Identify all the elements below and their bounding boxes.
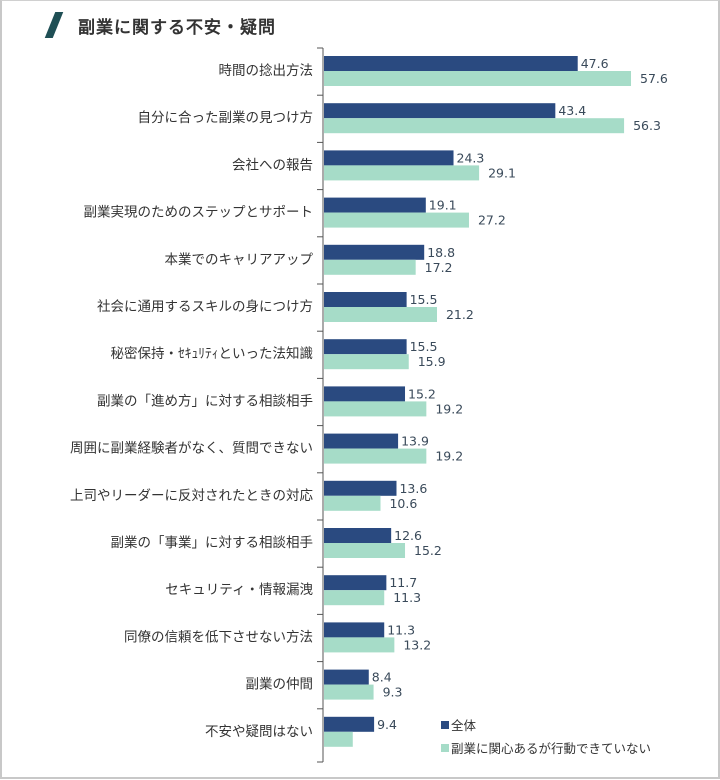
data-label-series-2: 19.2 <box>435 401 463 416</box>
bar-series-1 <box>324 480 397 496</box>
bar-series-2 <box>324 731 353 747</box>
data-label-series-2: 27.2 <box>478 213 506 228</box>
bar-series-2 <box>324 212 469 228</box>
data-label-series-2: 10.6 <box>389 496 417 511</box>
bar-series-1 <box>324 339 407 355</box>
data-label-series-2: 57.6 <box>640 71 668 86</box>
axis-layer <box>317 47 324 763</box>
legend-swatch-series-2 <box>441 744 449 752</box>
data-label-series-1: 12.6 <box>394 528 422 543</box>
category-label: 不安や疑問はない <box>205 724 313 740</box>
bar-series-1 <box>324 528 392 543</box>
data-label-series-2: 13.2 <box>403 637 431 652</box>
category-label: 秘密保持・ｾｷｭﾘﾃｨといった法知識 <box>111 345 314 362</box>
legend: 全体 副業に関心あるが行動できていない <box>441 718 651 756</box>
data-label-series-2: 21.2 <box>446 307 474 322</box>
bar-series-1 <box>324 292 407 307</box>
bar-series-2 <box>324 307 437 322</box>
bar-series-1 <box>324 622 385 638</box>
data-label-series-1: 15.5 <box>410 339 438 354</box>
data-label-series-1: 47.6 <box>581 56 609 71</box>
bar-series-2 <box>324 354 409 370</box>
category-label: 副業の「進め方」に対する相談相手 <box>97 393 313 409</box>
category-label: 副業の「事業」に対する相談相手 <box>111 535 314 551</box>
chart-title: 副業に関する不安・疑問 <box>78 17 276 38</box>
category-label: 上司やリーダーに反対されたときの対応 <box>70 488 313 504</box>
data-label-series-1: 11.3 <box>387 622 415 637</box>
data-label-series-1: 9.4 <box>377 717 397 732</box>
data-label-series-2: 19.2 <box>435 449 463 464</box>
category-label: 本業でのキャリアアップ <box>165 252 314 268</box>
data-label-series-2: 29.1 <box>488 165 516 180</box>
data-label-series-1: 11.7 <box>389 575 417 590</box>
bar-series-1 <box>324 197 426 213</box>
data-label-series-2: 15.9 <box>418 354 446 369</box>
bar-series-2 <box>324 71 632 86</box>
data-label-series-1: 19.1 <box>429 198 457 213</box>
category-label: 会社への報告 <box>232 157 313 173</box>
bar-series-1 <box>324 669 369 685</box>
category-label: 自分に合った副業の見つけ方 <box>138 110 314 126</box>
category-label: 同僚の信頼を低下させない方法 <box>124 629 313 645</box>
bar-series-2 <box>324 637 395 653</box>
data-label-series-1: 15.2 <box>408 386 436 401</box>
bar-series-2 <box>324 259 416 275</box>
chart-header: 副業に関する不安・疑問 <box>44 10 276 40</box>
bar-series-1 <box>324 150 454 166</box>
bar-series-2 <box>324 165 480 181</box>
bar-series-2 <box>324 401 427 417</box>
data-label-series-2: 11.3 <box>393 590 421 605</box>
bar-series-2 <box>324 684 374 700</box>
data-label-series-1: 13.6 <box>399 481 427 496</box>
data-label-series-2: 17.2 <box>425 260 453 275</box>
bar-series-2 <box>324 590 385 606</box>
data-label-series-1: 15.5 <box>410 292 438 307</box>
bar-series-2 <box>324 543 406 558</box>
data-label-series-2: 56.3 <box>633 118 661 133</box>
bar-series-2 <box>324 448 427 464</box>
data-label-series-1: 8.4 <box>372 670 392 685</box>
bar-series-2 <box>324 495 381 511</box>
bar-series-2 <box>324 118 625 134</box>
category-label: 周囲に副業経験者がなく、質問できない <box>70 441 313 457</box>
data-label-series-1: 13.9 <box>401 434 429 449</box>
legend-label-series-2: 副業に関心あるが行動できていない <box>451 741 651 756</box>
data-label-series-1: 18.8 <box>427 245 455 260</box>
bar-series-1 <box>324 103 556 119</box>
category-label: 副業の仲間 <box>246 677 314 693</box>
bar-series-1 <box>324 433 399 449</box>
bar-series-1 <box>324 386 406 402</box>
legend-label-series-1: 全体 <box>451 718 477 733</box>
data-label-series-1: 43.4 <box>558 103 586 118</box>
data-label-series-1: 24.3 <box>457 150 485 165</box>
data-label-series-2: 15.2 <box>414 543 442 558</box>
labels-layer: 時間の捻出方法 47.6 57.6 自分に合った副業の見つけ方 43.4 56.3 会社への… <box>70 56 668 740</box>
bar-series-1 <box>324 716 375 732</box>
category-label: セキュリティ・情報漏洩 <box>165 582 313 598</box>
bar-series-1 <box>324 575 387 591</box>
legend-swatch-series-1 <box>441 721 449 729</box>
bar-series-1 <box>324 56 578 71</box>
data-label-series-2: 9.3 <box>383 685 403 700</box>
bars-layer <box>324 56 632 747</box>
category-label: 副業実現のためのステップとサポート <box>84 205 314 221</box>
category-label: 時間の捻出方法 <box>219 63 314 79</box>
bar-series-1 <box>324 244 425 260</box>
category-label: 社会に通用するスキルの身につけ方 <box>97 299 313 315</box>
